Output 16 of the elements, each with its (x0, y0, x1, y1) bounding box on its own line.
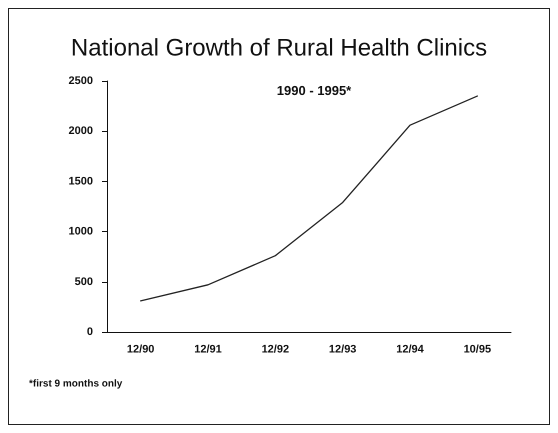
x-tick-label: 12/90 (126, 344, 154, 356)
text: *first 9 months only (29, 378, 123, 390)
chart-title: National Growth of Rural Health Clinics (70, 34, 488, 62)
x-tick-label: 10/95 (464, 344, 492, 356)
y-tick-label: 2000 (68, 125, 93, 138)
y-tick-label: 500 (74, 276, 93, 288)
line-series (140, 95, 478, 302)
y-tick-label: 1500 (68, 175, 93, 188)
x-tick-label: 12/93 (328, 344, 356, 356)
y-tick-label: 2500 (68, 75, 93, 87)
x-tick-label: 12/94 (396, 344, 425, 356)
chart-subtitle: 1990 - 1995* (276, 83, 352, 98)
y-tick-label: 0 (86, 326, 93, 338)
y-tick-label: 1000 (68, 226, 93, 238)
x-tick-label: 12/92 (262, 344, 290, 356)
x-tick-label: 12/91 (194, 344, 222, 356)
